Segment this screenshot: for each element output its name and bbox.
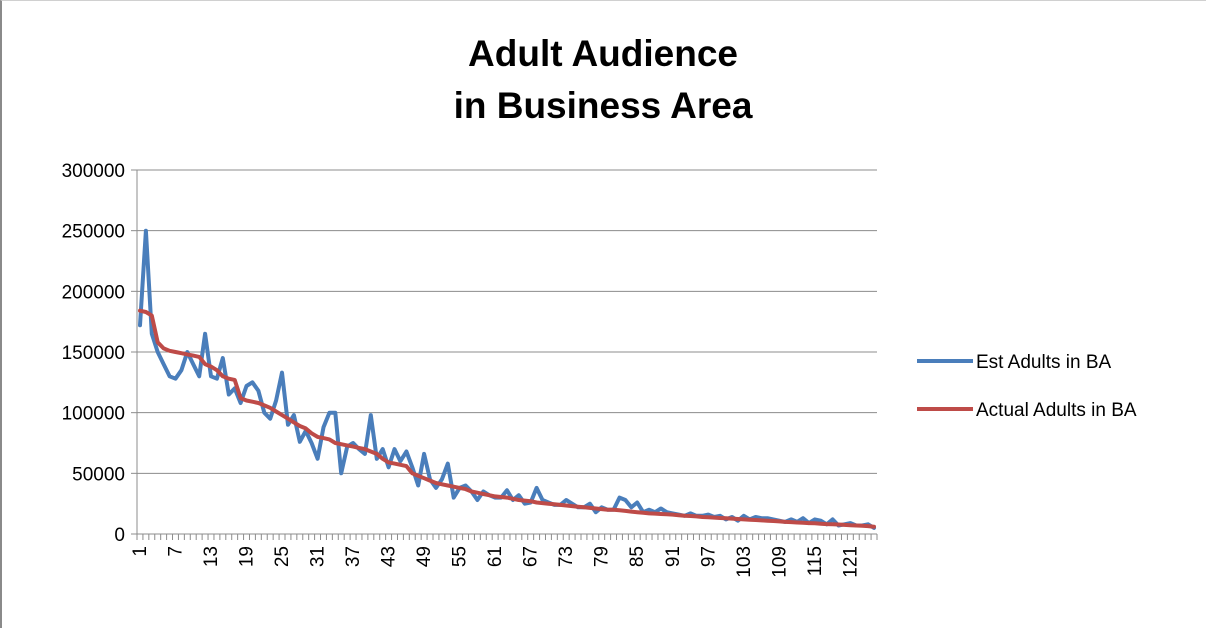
chart-title-line-2: in Business Area <box>453 85 753 126</box>
series-line-actual-adults <box>138 308 876 529</box>
chart-title-line-1: Adult Audience <box>468 33 738 74</box>
series-lines <box>138 228 876 530</box>
x-tick-label: 73 <box>556 546 577 567</box>
x-tick-label: 79 <box>592 546 613 567</box>
x-tick-label: 37 <box>343 546 364 567</box>
x-tick-label: 13 <box>201 546 222 567</box>
axes: 0 50000 100000 150000 200000 250000 300000 1 7 13… <box>62 161 878 578</box>
y-tick-label: 50000 <box>72 464 125 485</box>
legend-label: Actual Adults in BA <box>976 400 1137 421</box>
x-tick-label: 67 <box>521 546 542 567</box>
x-tick-label: 103 <box>734 546 755 578</box>
x-tick-label: 19 <box>237 546 258 567</box>
series-line-est-adults <box>138 228 876 530</box>
x-tick-label: 43 <box>379 546 400 567</box>
x-tick-label: 7 <box>165 546 186 557</box>
y-tick-label: 300000 <box>62 161 125 182</box>
x-tick-label: 31 <box>308 546 329 567</box>
x-tick-label: 85 <box>627 546 648 567</box>
y-tick-label: 0 <box>114 525 125 546</box>
legend-label: Est Adults in BA <box>976 352 1112 373</box>
y-tick-label: 150000 <box>62 343 125 364</box>
x-tick-label: 25 <box>272 546 293 567</box>
x-tick-label: 109 <box>769 546 790 578</box>
chart-title: Adult Audience in Business Area <box>300 28 906 132</box>
y-tick-label: 200000 <box>62 282 125 303</box>
x-tick-label: 91 <box>663 546 684 567</box>
y-tick-label: 100000 <box>62 404 125 425</box>
x-tick-label: 1 <box>130 546 151 557</box>
legend: Est Adults in BA Actual Adults in BA <box>917 352 1137 421</box>
gridlines <box>137 169 877 474</box>
x-tick-label: 55 <box>450 546 471 567</box>
x-tick-label: 115 <box>805 546 826 576</box>
x-tick-label: 121 <box>840 546 861 578</box>
y-tick-label: 250000 <box>62 222 125 243</box>
x-tick-label: 49 <box>414 546 435 567</box>
x-tick-label: 61 <box>485 546 506 567</box>
x-tick-label: 97 <box>698 546 719 567</box>
